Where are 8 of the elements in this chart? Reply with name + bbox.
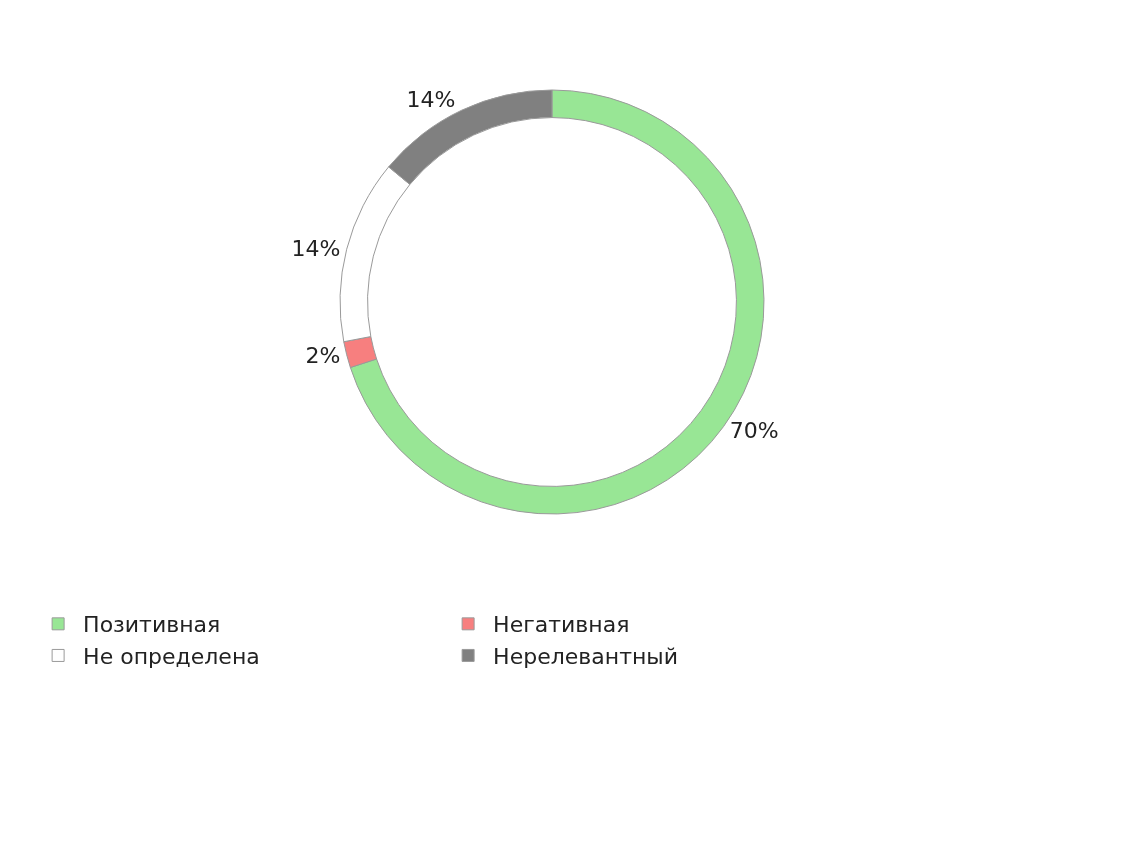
data-label: 14% — [291, 236, 341, 261]
legend-label: Негативная — [493, 612, 630, 638]
data-label: 2% — [305, 343, 341, 368]
data-label: 14% — [406, 87, 456, 113]
legend-label: Позитивная — [83, 612, 221, 638]
data-label: 70% — [729, 418, 779, 444]
legend-label: Не определена — [83, 644, 260, 670]
legend-label: Нерелевантный — [493, 644, 678, 670]
